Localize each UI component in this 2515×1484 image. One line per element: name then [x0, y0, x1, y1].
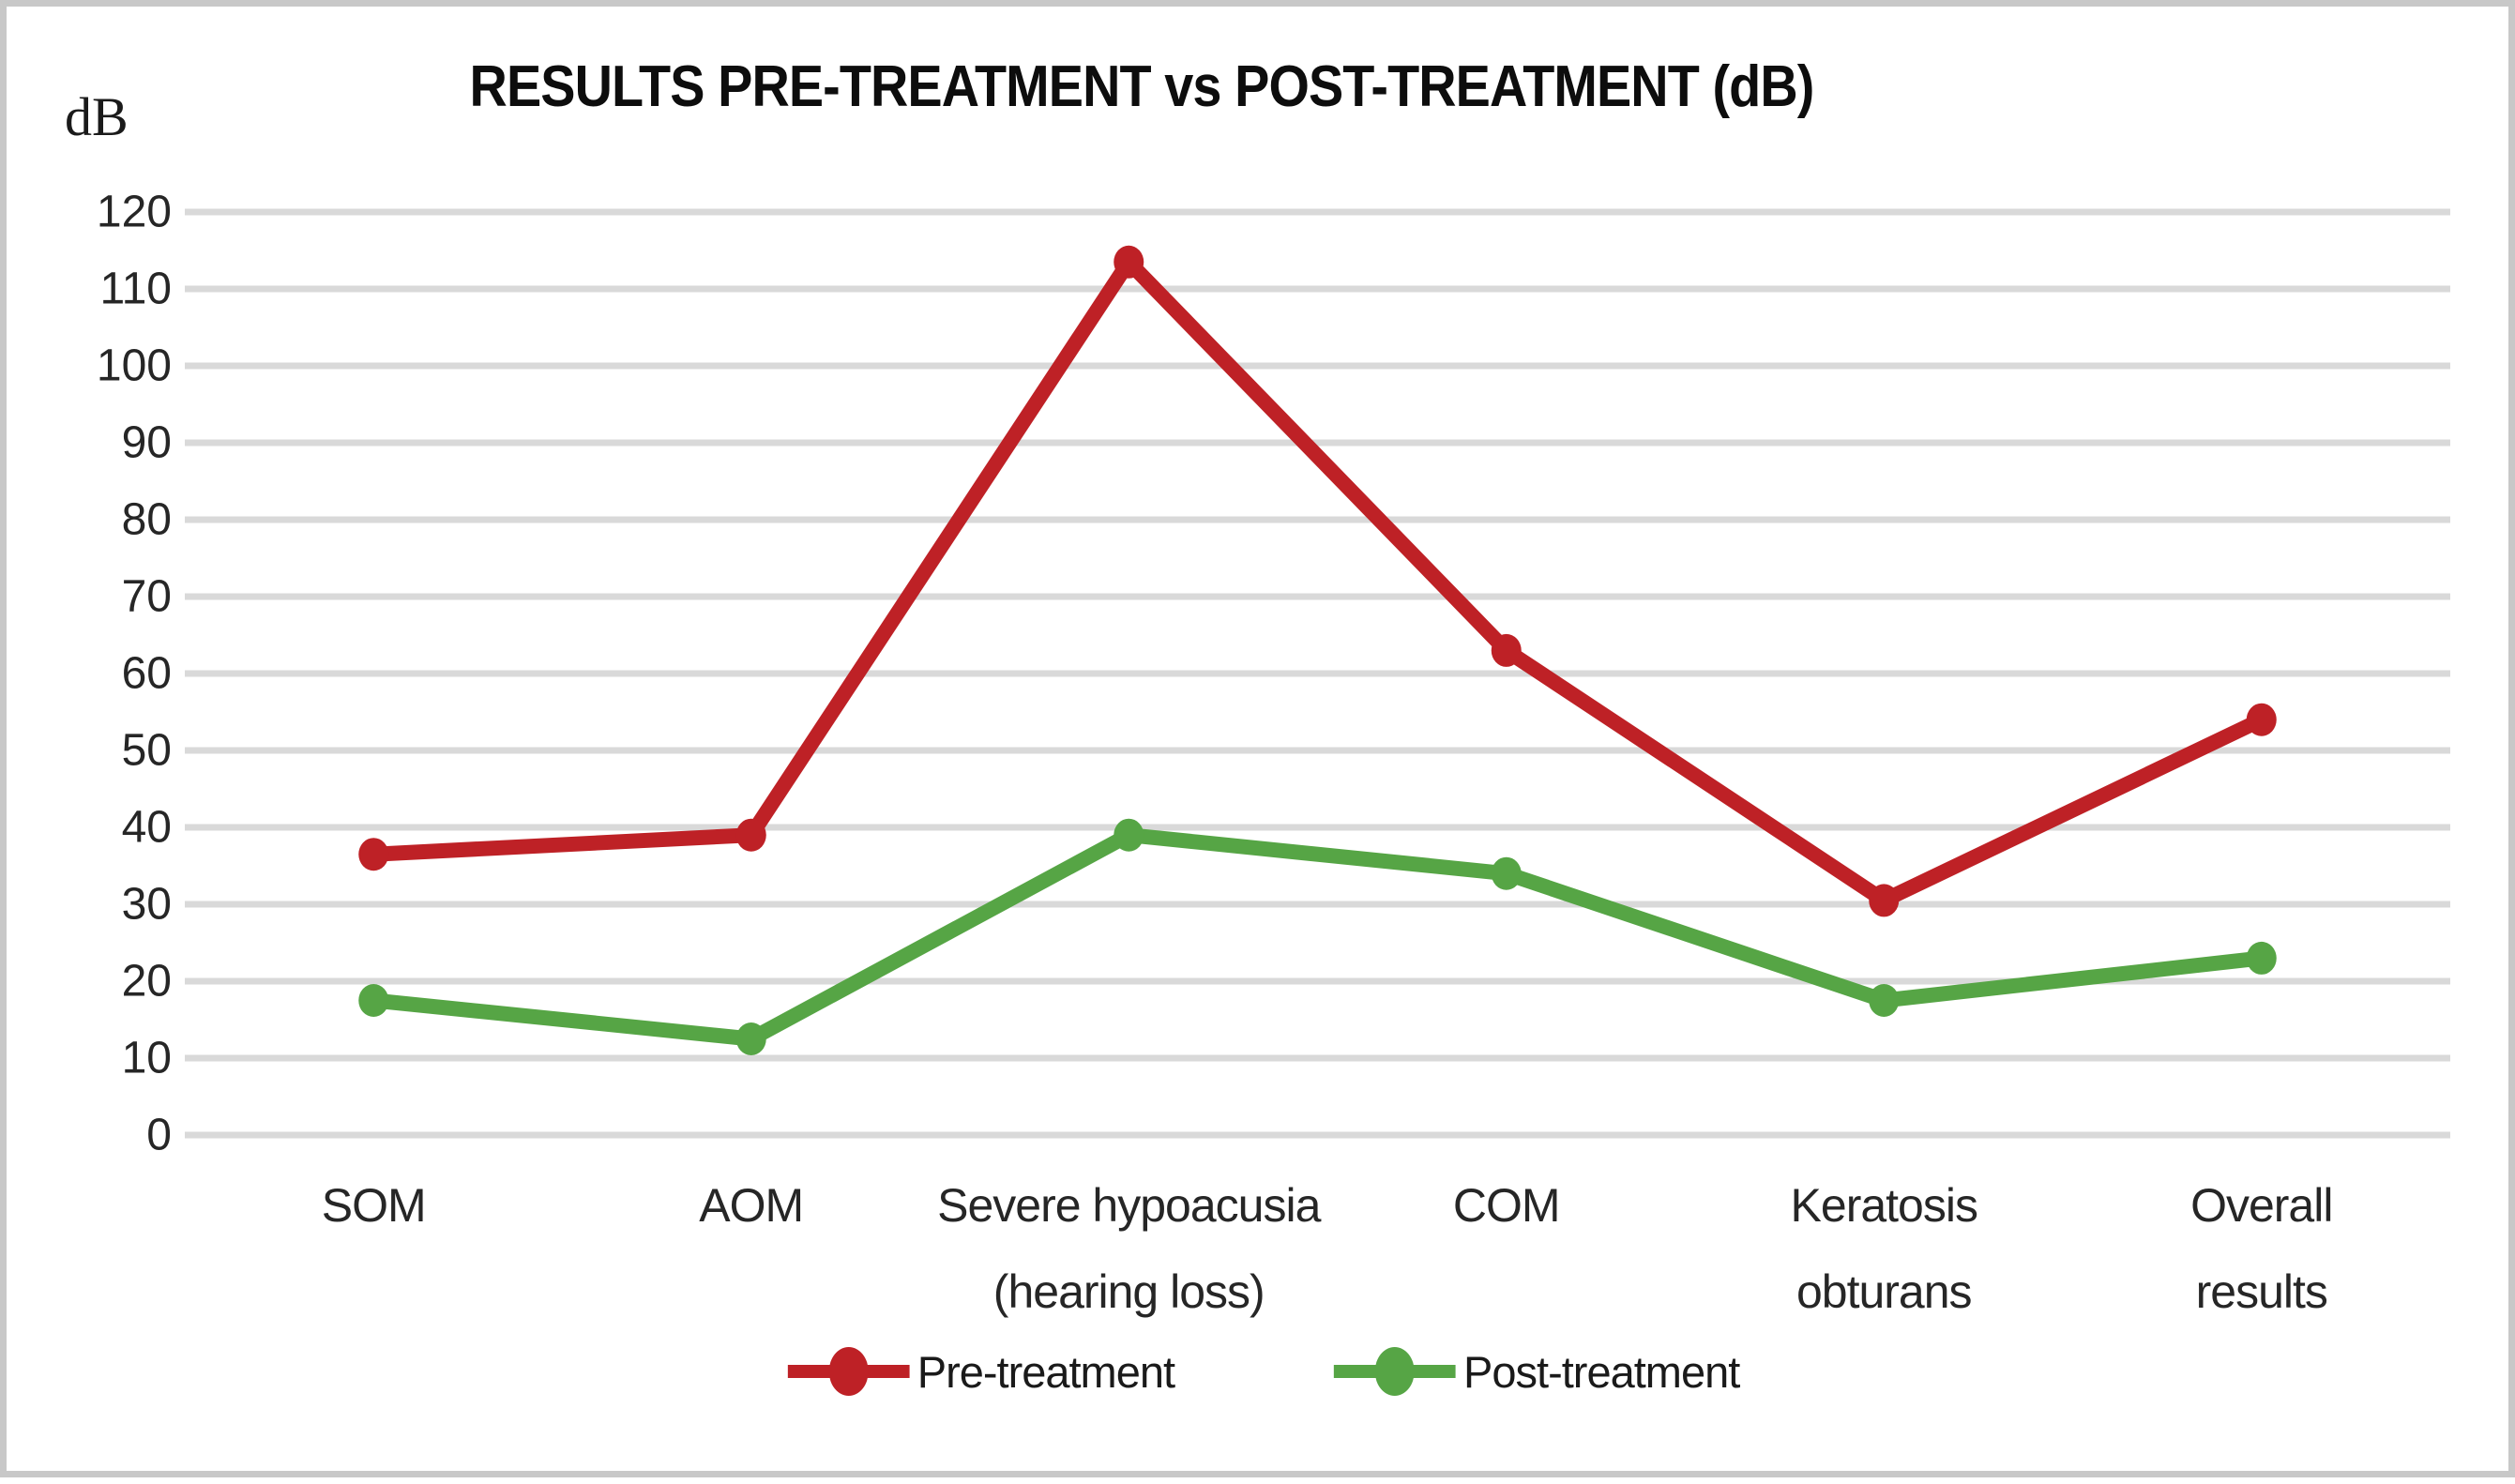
data-point-post-treatment-0 — [358, 984, 389, 1017]
y-tick-label-120: 120 — [96, 187, 172, 237]
data-point-pre-treatment-4 — [1869, 884, 1900, 917]
y-tick-label-10: 10 — [121, 1033, 172, 1083]
legend-item-post-treatment: Post-treatment — [1334, 1339, 1740, 1404]
data-point-post-treatment-4 — [1869, 984, 1900, 1017]
x-category-label-5: Overall results — [2190, 1179, 2333, 1318]
data-point-post-treatment-2 — [1114, 818, 1144, 852]
y-tick-label-40: 40 — [121, 802, 172, 853]
x-category-label-2: Severe hypoacusia (hearing loss) — [937, 1179, 1321, 1318]
data-point-post-treatment-5 — [2246, 941, 2277, 975]
series-line-post-treatment — [372, 826, 2263, 1047]
data-point-pre-treatment-2 — [1114, 245, 1144, 279]
data-point-post-treatment-3 — [1491, 856, 1522, 890]
data-point-post-treatment-1 — [735, 1022, 766, 1055]
x-category-label-3: COM — [1452, 1179, 1561, 1232]
y-tick-label-50: 50 — [121, 725, 172, 776]
legend-line-marker-icon-pre-treatment — [787, 1347, 910, 1396]
series-line-pre-treatment — [372, 250, 2265, 910]
y-tick-label-110: 110 — [99, 264, 172, 314]
legend-label-pre-treatment: Pre-treatment — [917, 1346, 1175, 1397]
y-tick-label-90: 90 — [121, 417, 172, 468]
data-point-pre-treatment-5 — [2246, 703, 2277, 736]
legend-line-marker-icon-post-treatment — [1334, 1347, 1457, 1396]
y-tick-label-100: 100 — [96, 341, 172, 391]
y-tick-label-0: 0 — [146, 1110, 172, 1160]
legend-item-pre-treatment: Pre-treatment — [787, 1339, 1175, 1404]
legend: Pre-treatment Post-treatment — [787, 1339, 1740, 1404]
data-point-pre-treatment-3 — [1491, 633, 1522, 667]
data-point-pre-treatment-1 — [735, 818, 766, 852]
legend-label-post-treatment: Post-treatment — [1463, 1346, 1740, 1397]
y-tick-label-70: 70 — [121, 571, 172, 622]
y-tick-label-30: 30 — [121, 879, 172, 930]
chart-title: RESULTS PRE-TREATMENT vs POST-TREATMENT … — [469, 54, 1815, 119]
y-tick-label-20: 20 — [121, 956, 172, 1007]
y-axis-unit-label: dB — [65, 86, 129, 147]
x-category-label-4: Keratosis obturans — [1790, 1179, 1978, 1318]
x-category-label-0: SOM — [321, 1179, 427, 1232]
data-point-pre-treatment-0 — [358, 838, 389, 871]
y-tick-label-80: 80 — [121, 494, 172, 545]
x-category-label-1: AOM — [699, 1179, 804, 1232]
line-chart — [185, 208, 2450, 1139]
y-tick-label-60: 60 — [121, 648, 172, 699]
